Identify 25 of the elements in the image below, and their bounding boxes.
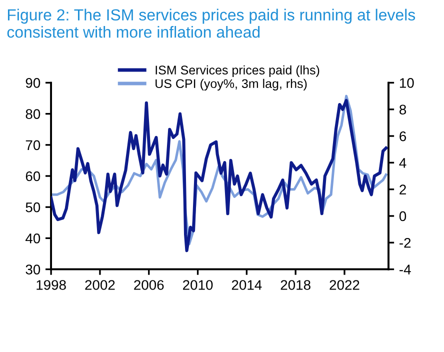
y2-tick-label: -4 (400, 264, 411, 274)
legend-label: ISM Services prices paid (lhs) (156, 65, 320, 77)
x-tick-label: 2018 (280, 280, 310, 290)
x-tick-label: 2002 (85, 280, 115, 290)
y-tick-label: 30 (26, 264, 40, 274)
y2-tick-label: 4 (399, 158, 406, 168)
x-tick-label: 2022 (330, 280, 360, 290)
y2-tick-label: 2 (400, 184, 406, 194)
y-tick-label: 90 (26, 78, 40, 88)
legend-label: US CPI (yoy%, 3m lag, rhs) (156, 78, 307, 91)
y2-tick-label: 10 (400, 78, 414, 88)
y-tick-label: 70 (26, 140, 40, 150)
x-tick-label: 1998 (36, 280, 66, 290)
y2-tick-label: 8 (400, 104, 406, 115)
y-tick-label: 40 (26, 234, 40, 244)
y-tick-label: 50 (26, 202, 40, 212)
y2-tick-label: 6 (400, 131, 406, 142)
y-tick-label: 80 (26, 109, 40, 119)
chart-title: Figure 2: The ISM services prices paid is running at levels consistent with more inflation ahead (7, 8, 416, 38)
x-tick-label: 2006 (134, 280, 164, 290)
y-tick-label: 60 (26, 171, 40, 182)
x-tick-label: 2010 (183, 280, 213, 290)
x-tick-label: 2014 (232, 280, 262, 290)
y2-tick-label: -2 (400, 238, 411, 248)
y2-tick-label: 0 (399, 211, 406, 222)
